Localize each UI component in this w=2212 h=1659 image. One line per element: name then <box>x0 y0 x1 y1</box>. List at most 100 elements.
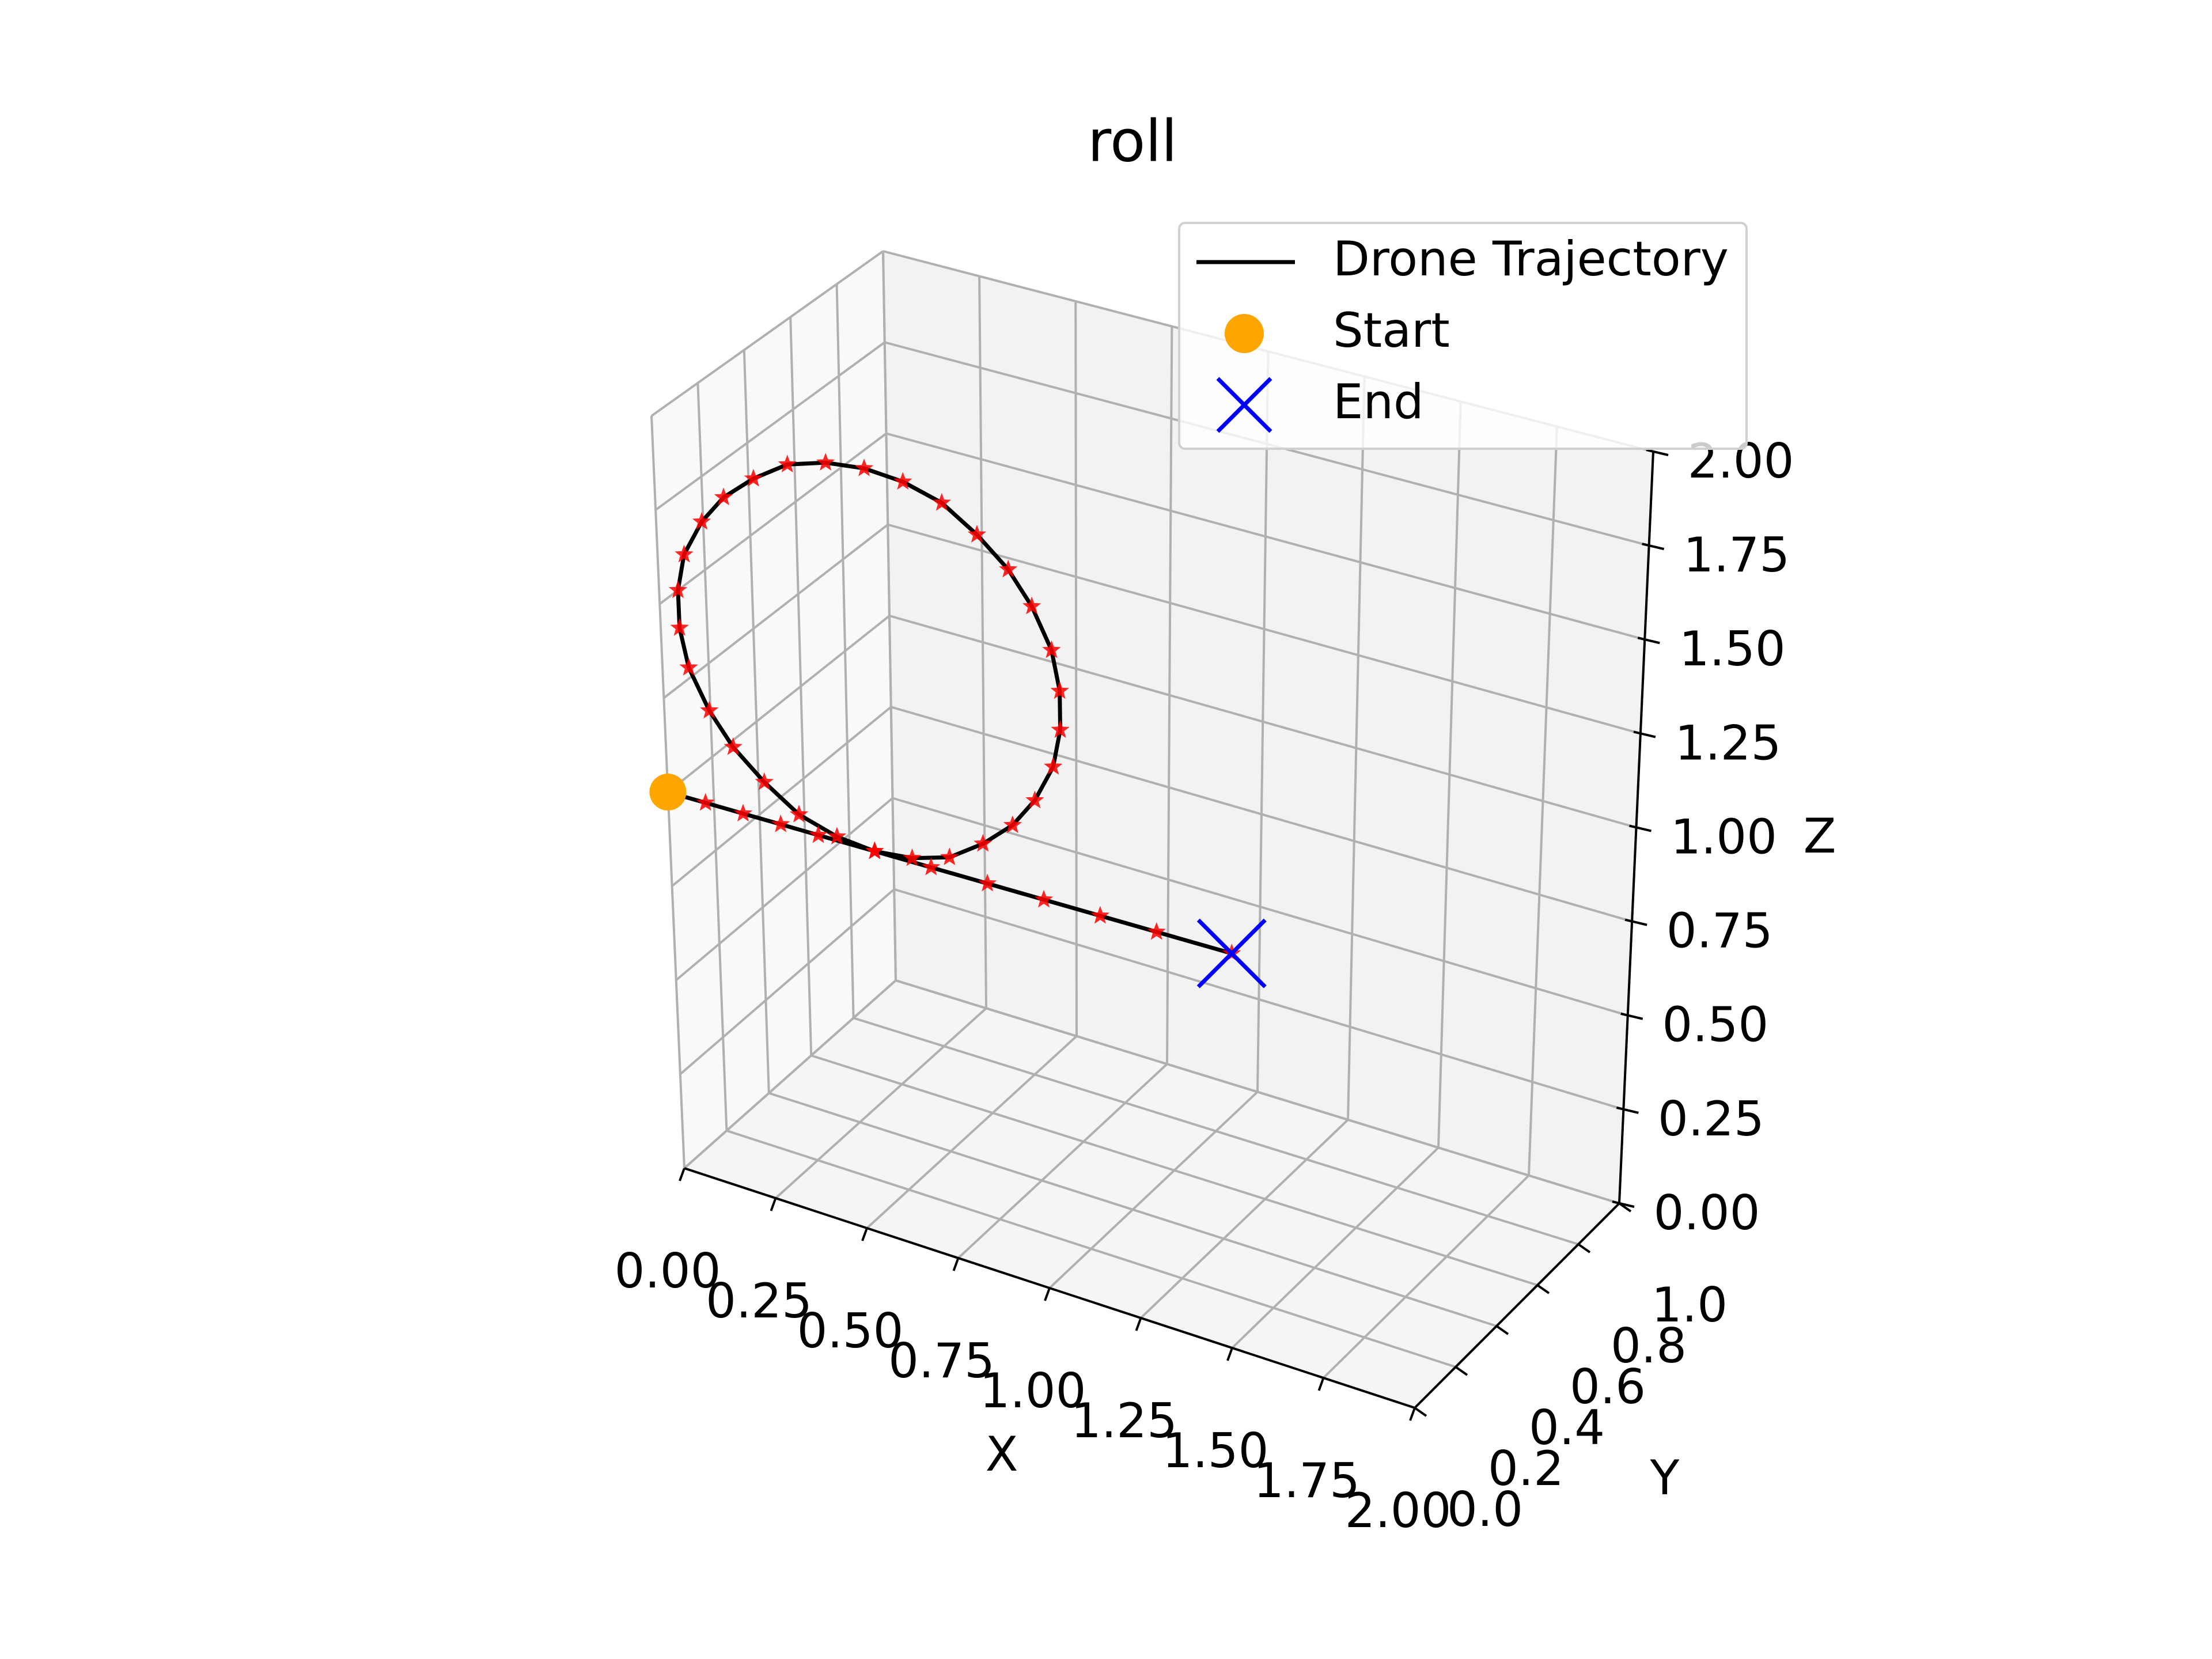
waypoint-marker <box>724 737 743 755</box>
chart-title: roll <box>1088 107 1177 175</box>
grid-line <box>889 615 1637 829</box>
tick-mark <box>1044 1287 1051 1301</box>
grid-line <box>892 797 1628 1017</box>
legend-start <box>1225 314 1264 353</box>
x-tick-label: 1.75 <box>1253 1453 1360 1509</box>
tick-mark <box>952 1257 960 1271</box>
waypoint-marker <box>974 834 993 852</box>
waypoint-marker <box>700 700 719 719</box>
tick-mark <box>1409 1407 1416 1421</box>
waypoint-marker <box>733 804 753 822</box>
grid-line <box>1231 1146 1440 1349</box>
z-tick-label: 0.75 <box>1666 903 1773 959</box>
x-tick-label: 0.75 <box>888 1333 995 1389</box>
tick-mark <box>1536 1284 1550 1294</box>
x-tick-label: 2.00 <box>1345 1483 1452 1539</box>
y-axis-line <box>1414 1202 1620 1409</box>
z-axis-line <box>1618 451 1654 1204</box>
grid-line <box>679 888 895 1075</box>
legend-box <box>1178 222 1748 450</box>
waypoint-marker <box>922 857 941 876</box>
grid-line <box>675 797 893 982</box>
waypoint-marker <box>744 468 763 487</box>
tick-mark <box>1642 543 1665 551</box>
tick-mark <box>1577 1243 1591 1253</box>
grid-line <box>775 1007 987 1199</box>
grid-line <box>768 1092 1497 1327</box>
grid-line <box>1140 1119 1349 1319</box>
x-tick-label: 1.00 <box>980 1363 1086 1419</box>
waypoint-marker <box>967 525 987 543</box>
legend-label: Start <box>1333 302 1450 358</box>
trajectory-line <box>667 460 1233 956</box>
waypoint-marker <box>978 873 997 892</box>
z-tick-label: 1.25 <box>1675 715 1781 771</box>
y-tick-label: 1.0 <box>1652 1277 1728 1333</box>
y-tick-label: 0.0 <box>1447 1482 1523 1537</box>
waypoint-marker <box>1050 681 1069 699</box>
z-tick-label: 0.50 <box>1662 997 1768 1053</box>
y-tick-label: 0.8 <box>1611 1318 1687 1374</box>
waypoint-marker <box>692 512 711 530</box>
waypoint-marker <box>1025 790 1044 809</box>
legend-label: End <box>1333 374 1424 430</box>
grid-line <box>957 1063 1168 1259</box>
tick-mark <box>679 1168 685 1181</box>
tick-mark <box>1646 449 1669 456</box>
z-tick-label: 1.75 <box>1683 527 1790 583</box>
grid-line <box>893 888 1624 1111</box>
waypoint-marker <box>771 815 790 832</box>
waypoint-marker <box>809 825 828 843</box>
y-tick-label: 0.4 <box>1529 1400 1605 1456</box>
tick-mark <box>861 1228 868 1241</box>
grid-line <box>654 341 885 511</box>
tick-mark <box>1226 1347 1233 1361</box>
waypoint-marker <box>1042 640 1061 658</box>
z-tick-label: 0.00 <box>1654 1185 1760 1241</box>
waypoint-marker <box>893 472 912 490</box>
grid-line <box>866 1035 1078 1229</box>
waypoint-marker <box>1003 815 1022 834</box>
tick-mark <box>1633 730 1656 738</box>
waypoint-marker <box>1090 906 1110 924</box>
tick-mark <box>1495 1325 1509 1335</box>
z-tick-label: 0.25 <box>1658 1091 1764 1147</box>
waypoint-marker <box>827 827 847 845</box>
waypoint-marker <box>1147 922 1166 940</box>
x-axis-line <box>684 1167 1415 1409</box>
tick-mark <box>1620 1012 1643 1020</box>
x-tick-label: 1.50 <box>1162 1423 1269 1479</box>
x-tick-label: 1.25 <box>1071 1393 1177 1449</box>
grid-line <box>667 615 891 793</box>
tick-mark <box>1637 637 1660 645</box>
waypoint-marker <box>789 804 809 823</box>
tick-mark <box>1317 1377 1325 1391</box>
waypoint-marker <box>865 841 884 859</box>
waypoint-marker <box>903 848 922 866</box>
grid-line <box>663 524 889 699</box>
waypoint-marker <box>778 454 797 473</box>
grid-line <box>810 1054 1538 1286</box>
grid-line <box>683 979 897 1169</box>
tick-mark <box>1135 1317 1142 1331</box>
waypoint-marker <box>932 493 952 511</box>
y-tick-label: 0.6 <box>1570 1359 1646 1415</box>
waypoint-marker <box>1051 720 1070 738</box>
x-tick-label: 0.00 <box>615 1243 721 1299</box>
legend-label: Drone Trajectory <box>1333 231 1729 287</box>
start-marker <box>649 774 687 810</box>
waypoint-marker <box>1022 596 1041 615</box>
tick-mark <box>1455 1366 1468 1376</box>
end-marker <box>1196 918 1267 988</box>
waypoint-marker <box>816 453 835 471</box>
tick-mark <box>1414 1407 1427 1417</box>
grid-line <box>853 1017 1579 1245</box>
end-marker-stroke <box>1196 918 1267 988</box>
x-tick-label: 0.50 <box>797 1303 904 1359</box>
waypoint-marker <box>670 618 689 636</box>
x-axis-label: X <box>986 1426 1018 1482</box>
grid-line <box>1323 1175 1530 1379</box>
waypoint-marker <box>679 658 698 676</box>
grid-line <box>887 523 1641 735</box>
y-tick-label: 0.2 <box>1488 1441 1564 1497</box>
